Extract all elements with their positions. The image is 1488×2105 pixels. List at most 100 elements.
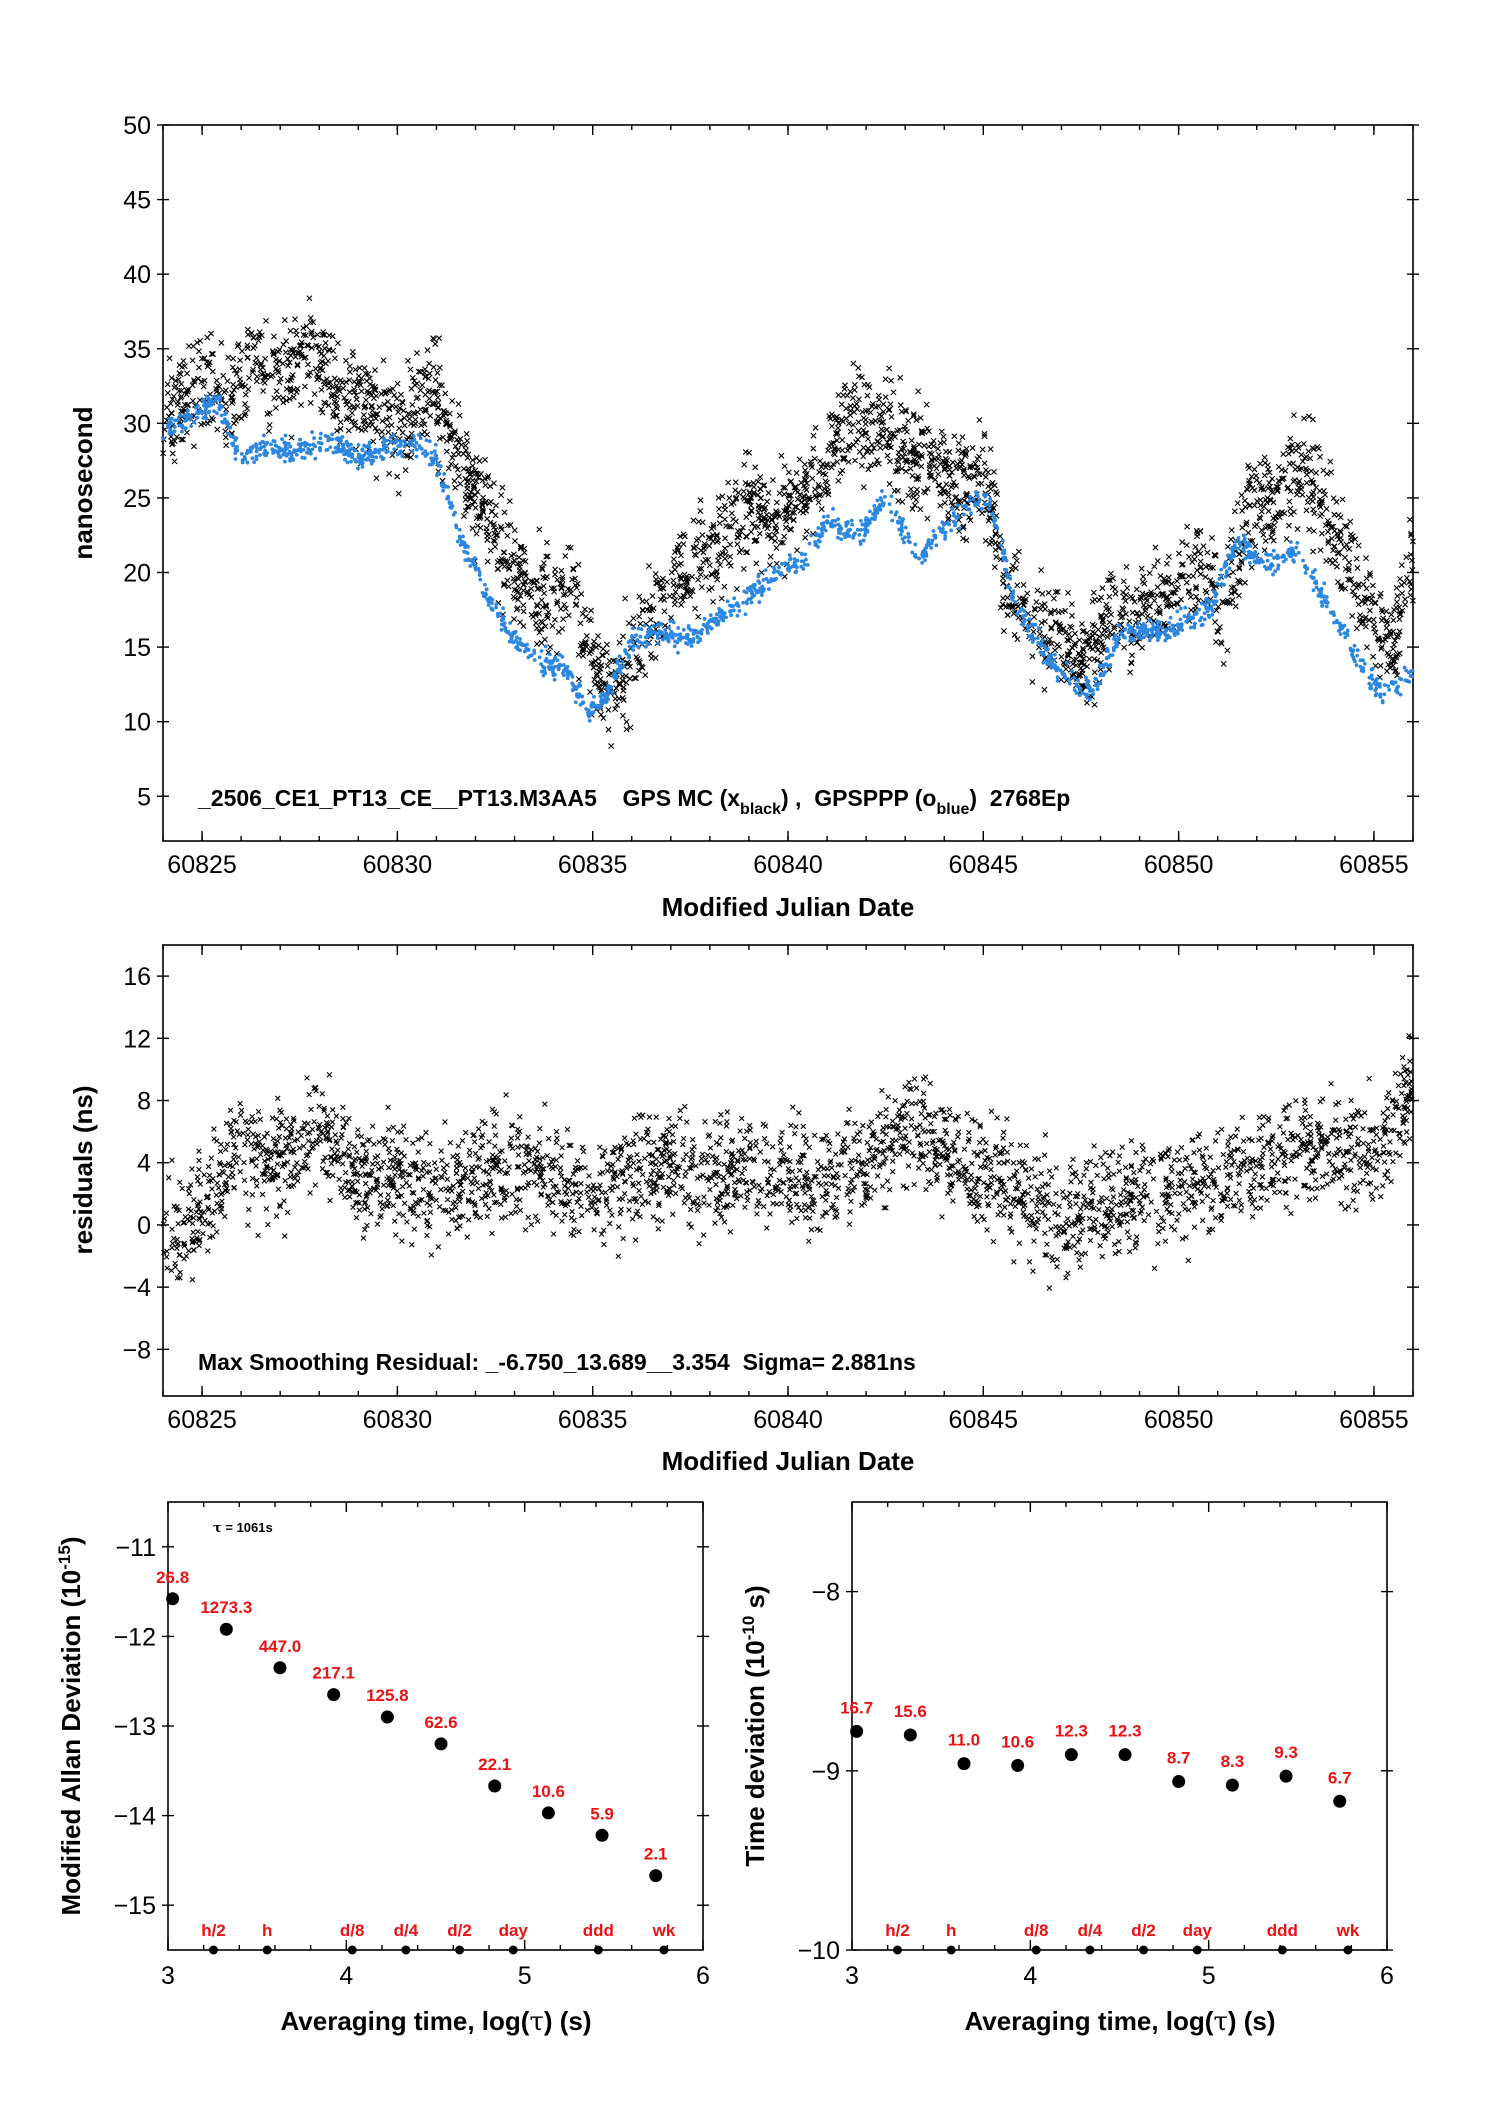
gpsppp-point [1192, 624, 1197, 629]
gps-mc-point [671, 561, 678, 568]
gps-mc-point [464, 503, 471, 510]
gpsppp-point [1040, 638, 1045, 643]
gpsppp-point [1171, 623, 1175, 628]
gps-mc-point [943, 448, 950, 455]
gpsppp-point [725, 599, 730, 604]
gpsppp-point [384, 450, 389, 455]
gpsppp-point [757, 589, 762, 594]
gpsppp-point [453, 510, 457, 515]
gpsppp-point [1382, 692, 1387, 697]
gps-mc-point [1346, 559, 1353, 566]
gpsppp-point [863, 525, 868, 530]
gps-mc-point [1334, 579, 1341, 585]
gpsppp-point [749, 600, 754, 605]
gpsppp-point [1393, 680, 1398, 685]
gpsppp-point [1036, 626, 1041, 631]
gps-mc-point [615, 695, 622, 702]
gpsppp-point [167, 417, 172, 421]
gpsppp-point [1026, 634, 1031, 639]
gpsppp-point [330, 432, 335, 437]
gpsppp-point [1200, 622, 1205, 627]
gps-mc-point [1317, 547, 1324, 554]
gpsppp-point [1271, 572, 1275, 577]
gpsppp-point [359, 456, 364, 460]
gps-mc-point [1347, 518, 1354, 525]
gps-mc-point [474, 522, 481, 529]
gps-mc-point [1091, 596, 1098, 603]
gpsppp-point [801, 559, 806, 564]
gpsppp-point [528, 653, 533, 658]
gps-mc-point [945, 493, 952, 500]
gpsppp-point [353, 457, 357, 462]
gps-mc-point [1175, 550, 1182, 557]
gpsppp-point [473, 565, 478, 570]
gps-mc-point [543, 602, 550, 609]
gpsppp-point [203, 414, 208, 419]
residual-point [249, 1192, 256, 1198]
gps-mc-point [736, 532, 743, 539]
gpsppp-point [615, 658, 619, 663]
gps-mc-point [841, 385, 848, 392]
gps-mc-point [1287, 435, 1294, 442]
gpsppp-point [708, 613, 713, 618]
gps-mc-point [831, 451, 838, 458]
gps-mc-point [1257, 460, 1264, 467]
gps-mc-point [787, 492, 794, 499]
gpsppp-point [508, 621, 513, 625]
gpsppp-point [525, 642, 529, 647]
gpsppp-point [394, 438, 399, 442]
y-tick-label: 15 [123, 634, 151, 662]
gps-mc-point [1261, 472, 1268, 479]
x-tick-label: 60840 [753, 851, 823, 879]
gpsppp-point [1217, 576, 1222, 581]
gpsppp-point [565, 672, 570, 677]
gpsppp-point [1137, 635, 1141, 640]
gps-mc-point [811, 455, 818, 462]
gps-mc-point [924, 515, 931, 522]
gps-mc-point [1072, 630, 1078, 637]
gps-mc-point [1080, 655, 1087, 662]
gps-mc-point [396, 425, 403, 432]
gps-mc-point [331, 355, 338, 362]
gps-mc-point [329, 333, 336, 340]
gps-mc-point [780, 539, 786, 546]
gps-mc-point [918, 463, 925, 470]
gps-mc-point [781, 573, 788, 580]
gps-mc-point [793, 470, 800, 477]
gps-mc-point [456, 412, 463, 419]
gpsppp-point [627, 653, 631, 658]
gpsppp-point [676, 626, 681, 630]
gpsppp-point [1001, 557, 1006, 562]
gpsppp-point [813, 540, 817, 544]
gps-mc-point [697, 497, 704, 504]
gps-mc-point [250, 334, 257, 341]
gpsppp-point [1083, 675, 1088, 680]
gps-mc-point [164, 390, 171, 396]
gps-mc-point [992, 546, 999, 553]
gpsppp-point [1171, 627, 1176, 631]
gps-mc-point [1253, 521, 1260, 528]
gpsppp-point [548, 659, 553, 664]
gps-mc-point [409, 401, 416, 408]
gps-mc-point [1179, 573, 1186, 580]
gps-mc-point [536, 526, 543, 533]
gps-mc-point [718, 595, 725, 602]
residual-point [1048, 1226, 1054, 1232]
gpsppp-point [671, 620, 676, 625]
gpsppp-point [587, 718, 592, 723]
gps-mc-point [1164, 601, 1171, 608]
gpsppp-point [617, 654, 622, 659]
gpsppp-point [1394, 688, 1398, 693]
gpsppp-point [896, 521, 901, 525]
gpsppp-point [233, 451, 238, 455]
gps-mc-point [515, 575, 522, 582]
y-tick-label: 12 [123, 1025, 151, 1053]
gpsppp-point [1119, 632, 1124, 637]
gpsppp-point [1209, 606, 1213, 611]
gps-mc-point [974, 464, 981, 471]
gps-mc-point [221, 389, 228, 396]
gpsppp-point [681, 627, 686, 632]
gpsppp-point [1321, 594, 1326, 599]
gps-mc-point [732, 518, 739, 525]
gps-mc-point [1337, 539, 1344, 545]
